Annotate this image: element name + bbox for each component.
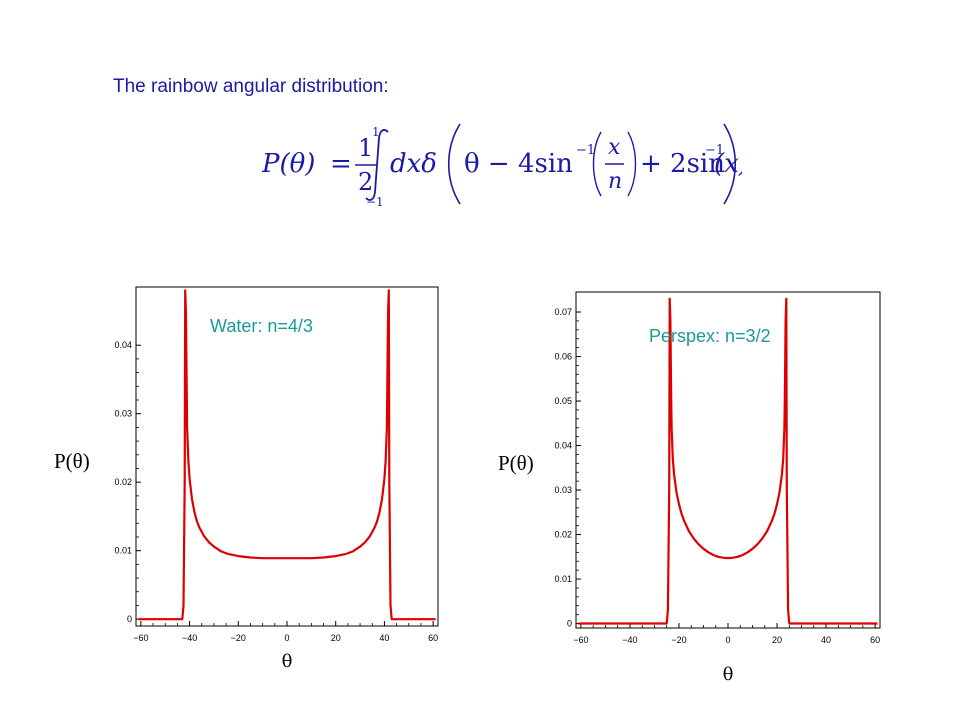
perspex-xtick-label: −40: [622, 635, 637, 645]
perspex-xlabel: θ: [723, 664, 734, 685]
formula-arg1: θ − 4sin: [464, 149, 573, 179]
formula-inv1: −1: [576, 143, 595, 158]
water-xtick-label: 60: [428, 633, 438, 643]
inner-left-paren-icon: [592, 131, 602, 197]
water-xtick-label: 20: [331, 633, 341, 643]
formula-eq: =: [330, 149, 352, 179]
water-ylabel: P(θ): [54, 449, 90, 473]
formula-arg3: (x): [714, 149, 742, 179]
water-xlabel: θ: [282, 651, 293, 672]
inner-right-paren-icon: [627, 131, 637, 197]
water-annotation: Water: n=4/3: [210, 316, 313, 336]
slide-title: The rainbow angular distribution:: [113, 76, 389, 97]
perspex-ytick-label: 0.01: [554, 574, 572, 584]
perspex-ytick-label: 0.05: [554, 396, 572, 406]
water-ytick-label: 0.04: [114, 340, 132, 350]
formula-inv2: −1: [705, 143, 724, 158]
perspex-xtick-label: −20: [671, 635, 686, 645]
formula-int-upper: 1: [372, 125, 380, 139]
water-xtick-label: −40: [182, 633, 197, 643]
water-ytick-label: 0.01: [114, 546, 132, 556]
water-ytick-label: 0.03: [114, 409, 132, 419]
water-ytick-label: 0.02: [114, 477, 132, 487]
water-series-line: [138, 289, 436, 621]
formula-frac2-num: x: [608, 135, 621, 160]
perspex-annotation: Perspex: n=3/2: [649, 326, 771, 346]
water-xtick-label: −20: [231, 633, 246, 643]
formula-int-lower: −1: [366, 195, 384, 209]
perspex-ytick-label: 0.07: [554, 307, 572, 317]
perspex-xtick-label: −60: [573, 635, 588, 645]
formula-lhs: P(θ): [262, 149, 315, 179]
big-left-paren-icon: [447, 123, 461, 205]
formula-frac2-den: n: [608, 169, 622, 194]
big-right-paren-icon: [723, 123, 737, 205]
perspex-xtick-label: 20: [772, 635, 782, 645]
formula-frac1-num: 1: [358, 134, 373, 162]
formula-arg2: + 2sin: [640, 149, 725, 179]
perspex-ytick-label: 0: [567, 619, 572, 629]
water-xtick-label: −60: [133, 633, 148, 643]
perspex-ytick-label: 0.06: [554, 352, 572, 362]
perspex-xtick-label: 60: [870, 635, 880, 645]
perspex-ytick-label: 0.04: [554, 441, 572, 451]
perspex-ylabel: P(θ): [498, 451, 534, 475]
perspex-series-line: [578, 297, 878, 625]
formula-integrand: dxδ: [390, 149, 437, 179]
perspex-xtick-label: 0: [725, 635, 730, 645]
formula-frac1-den: 2: [358, 168, 373, 196]
water-plot-frame: [135, 286, 439, 627]
integral-sign-icon: [365, 129, 389, 201]
perspex-xtick-label: 40: [821, 635, 831, 645]
water-xtick-label: 40: [379, 633, 389, 643]
rainbow-formula: P(θ) = 1 2 1 −1 dxδ θ − 4sin −1 x n + 2s…: [262, 123, 742, 209]
perspex-ytick-label: 0.02: [554, 530, 572, 540]
water-ytick-label: 0: [127, 614, 132, 624]
perspex-ytick-label: 0.03: [554, 485, 572, 495]
water-xtick-label: 0: [284, 633, 289, 643]
